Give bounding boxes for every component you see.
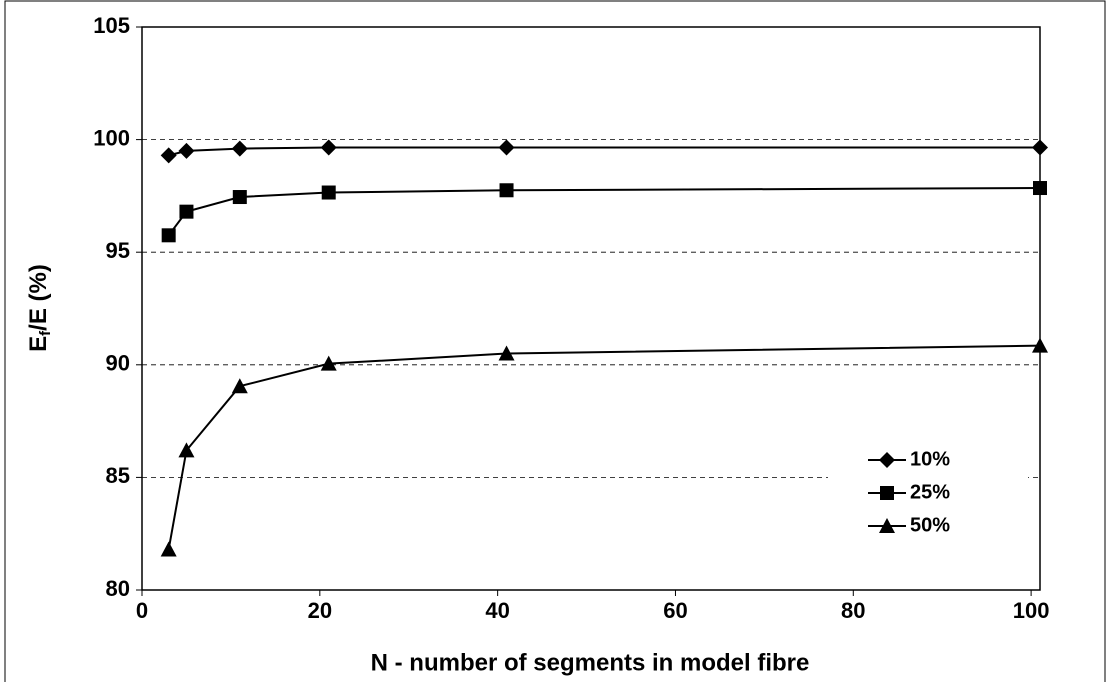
legend-marker [879, 518, 895, 533]
legend-label: 10% [910, 448, 950, 470]
x-tick-label: 80 [841, 598, 865, 623]
x-axis-label: N - number of segments in model fibre [371, 649, 810, 676]
data-point [321, 185, 336, 200]
data-point [232, 190, 247, 205]
data-point [320, 355, 337, 371]
y-label-rest: /E (%) [25, 264, 52, 331]
data-point [160, 541, 177, 557]
x-tick-label: 100 [1013, 598, 1050, 623]
legend-marker [879, 452, 895, 468]
y-tick-label: 105 [93, 13, 130, 38]
y-tick-label: 90 [106, 351, 130, 376]
series-line [168, 146, 1040, 157]
y-label-sub: f [37, 330, 54, 336]
series-line [167, 187, 1041, 236]
y-label-main: E [25, 336, 52, 352]
x-tick-label: 40 [485, 598, 509, 623]
data-point [498, 345, 515, 361]
data-point [231, 378, 248, 394]
data-point [320, 139, 337, 156]
legend-box [828, 440, 1028, 547]
data-point [178, 142, 195, 159]
data-point [160, 147, 177, 164]
data-point [499, 183, 514, 198]
plot-frame [141, 26, 1041, 591]
y-tick-label: 100 [93, 125, 130, 150]
outer-frame [4, 0, 1106, 682]
x-tick-label: 60 [663, 598, 687, 623]
y-axis-label: Ef/E (%) [25, 264, 54, 352]
legend-label: 25% [910, 481, 950, 503]
y-tick-label: 95 [106, 238, 130, 263]
legend-marker [880, 486, 894, 500]
x-tick-label: 0 [136, 598, 148, 623]
data-point [178, 442, 195, 458]
data-point [161, 228, 176, 243]
y-tick-label: 85 [106, 463, 130, 488]
y-tick-label: 80 [106, 576, 130, 601]
data-point [231, 140, 248, 157]
series-line [167, 344, 1041, 550]
legend-label: 50% [910, 514, 950, 536]
x-tick-label: 20 [308, 598, 332, 623]
data-point [498, 139, 515, 156]
data-point [179, 204, 194, 219]
